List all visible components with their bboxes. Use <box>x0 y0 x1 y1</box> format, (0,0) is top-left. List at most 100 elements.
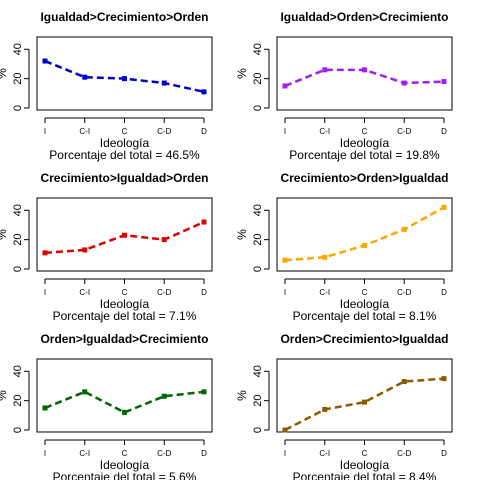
data-point-d <box>441 376 447 382</box>
series-line <box>284 206 445 262</box>
y-tick-label: 0 <box>12 105 24 111</box>
data-point-c-i <box>82 247 88 253</box>
chart-panel-3: Crecimiento>Igualdad>Orden 0 20 40% I C-I C C-D… <box>0 171 213 323</box>
x-tick-label: D <box>441 449 447 458</box>
chart-panel-1: Igualdad>Crecimiento>Orden 0 20 40% I C-I C C-D… <box>0 10 213 162</box>
data-point-i <box>282 257 288 263</box>
x-axis-label: Ideología <box>100 458 150 472</box>
x-tick-label: I <box>284 449 286 458</box>
y-tick-label: 40 <box>12 43 24 55</box>
data-point-c-d <box>401 80 407 86</box>
data-point-i <box>42 405 48 411</box>
chart-panel-6: Orden>Crecimiento>Igualdad 0 20 40% I C-I C C-D… <box>235 332 453 480</box>
x-axis-label: Ideología <box>100 297 150 311</box>
plot-frame <box>276 36 453 111</box>
plot-frame <box>36 197 213 272</box>
y-tick-label: 0 <box>252 266 264 272</box>
panel-caption: Porcentaje del total = 46.5% <box>49 148 200 162</box>
data-point-c-d <box>401 379 407 385</box>
data-point-c-d <box>401 226 407 232</box>
panel-caption: Porcentaje del total = 8.1% <box>293 309 437 323</box>
panel-title: Crecimiento>Orden>Igualdad <box>280 171 448 185</box>
y-axis-label: % <box>0 390 9 401</box>
data-point-d <box>201 389 207 395</box>
x-tick-label: C <box>122 288 128 297</box>
panel-caption: Porcentaje del total = 19.8% <box>289 148 440 162</box>
x-tick-label: C-I <box>319 288 330 297</box>
x-tick-label: D <box>441 127 447 136</box>
y-tick-label: 0 <box>252 105 264 111</box>
x-axis-label: Ideología <box>340 297 390 311</box>
x-tick-label: C-D <box>397 288 411 297</box>
y-tick-label: 0 <box>12 427 24 433</box>
data-point-c <box>122 409 127 415</box>
y-tick-label: 40 <box>252 365 264 377</box>
y-tick-label: 40 <box>252 204 264 216</box>
x-tick-label: C-I <box>319 127 330 136</box>
series-line <box>284 377 445 432</box>
x-tick-label: C-I <box>79 127 90 136</box>
y-axis-label: % <box>235 390 249 401</box>
data-point-d <box>201 219 207 225</box>
data-point-c-i <box>82 74 88 80</box>
y-tick-label: 0 <box>252 427 264 433</box>
x-tick-label: D <box>201 127 207 136</box>
series-line <box>44 390 205 414</box>
x-tick-label: C <box>362 288 368 297</box>
data-point-c-d <box>161 237 167 243</box>
x-axis-label: Ideología <box>100 136 150 150</box>
y-axis-label: % <box>235 68 249 79</box>
data-point-c-i <box>82 389 88 395</box>
x-tick-label: C <box>362 449 368 458</box>
y-tick-label: 0 <box>12 266 24 272</box>
data-point-c <box>122 76 127 82</box>
panel-title: Igualdad>Crecimiento>Orden <box>40 10 208 24</box>
data-point-i <box>42 250 48 256</box>
panel-caption: Porcentaje del total = 8.4% <box>293 470 437 480</box>
x-tick-label: C <box>122 449 128 458</box>
x-tick-label: C <box>362 127 368 136</box>
x-tick-label: I <box>284 288 286 297</box>
data-point-c-d <box>161 393 167 399</box>
data-point-c <box>362 399 367 405</box>
y-tick-label: 20 <box>12 73 24 85</box>
y-axis-label: % <box>0 68 9 79</box>
data-point-c <box>362 243 367 249</box>
x-tick-label: D <box>201 449 207 458</box>
y-axis-label: % <box>0 229 9 240</box>
x-tick-label: C-D <box>397 449 411 458</box>
panel-title: Orden>Igualdad>Crecimiento <box>40 332 208 346</box>
y-tick-label: 20 <box>12 395 24 407</box>
x-tick-label: C-I <box>79 288 90 297</box>
panel-title: Crecimiento>Igualdad>Orden <box>40 171 208 185</box>
plot-frame <box>276 358 453 433</box>
plot-frame <box>36 36 213 111</box>
x-tick-label: I <box>44 288 46 297</box>
chart-panel-2: Igualdad>Orden>Crecimiento 0 20 40% I C-I C C-D… <box>235 10 453 162</box>
x-tick-label: D <box>201 288 207 297</box>
data-point-c-i <box>322 254 328 260</box>
x-tick-label: C-I <box>319 449 330 458</box>
panel-caption: Porcentaje del total = 5.6% <box>53 470 197 480</box>
y-tick-label: 20 <box>252 73 264 85</box>
x-axis-label: Ideología <box>340 458 390 472</box>
y-tick-label: 20 <box>252 234 264 246</box>
x-tick-label: I <box>44 127 46 136</box>
data-point-c <box>362 67 367 73</box>
y-tick-label: 40 <box>12 365 24 377</box>
x-tick-label: C-D <box>397 127 411 136</box>
x-axis-label: Ideología <box>340 136 390 150</box>
data-point-c <box>122 232 127 238</box>
x-tick-label: I <box>44 449 46 458</box>
x-tick-label: I <box>284 127 286 136</box>
data-point-c-d <box>161 80 167 86</box>
y-tick-label: 20 <box>252 395 264 407</box>
data-point-i <box>282 83 288 89</box>
plot-frame <box>276 197 453 272</box>
x-tick-label: C <box>122 127 128 136</box>
chart-panel-5: Orden>Igualdad>Crecimiento 0 20 40% I C-I C C-D… <box>0 332 213 480</box>
x-tick-label: C-I <box>79 449 90 458</box>
data-point-i <box>282 427 288 433</box>
panel-caption: Porcentaje del total = 7.1% <box>53 309 197 323</box>
